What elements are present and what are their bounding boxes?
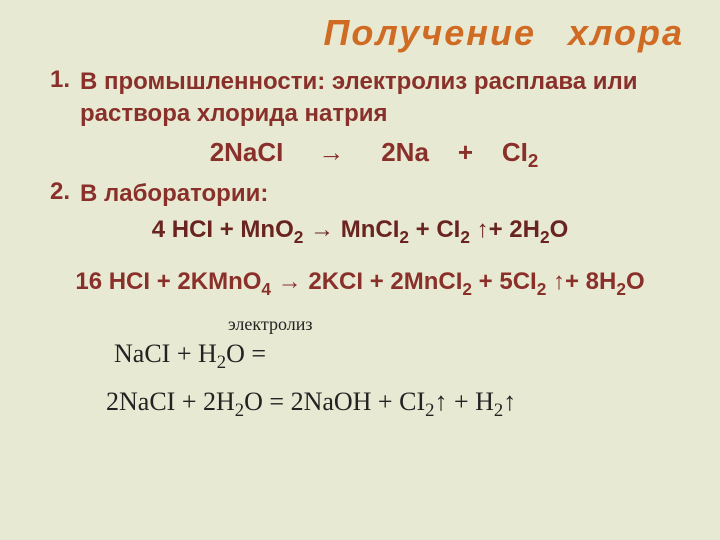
- eq5-d: ↑: [503, 387, 516, 416]
- eq1-prod2: CI2: [502, 137, 538, 167]
- eq3-s3: 2: [537, 279, 547, 299]
- eq5-b: O = 2NaOH + CI: [244, 387, 425, 416]
- list-item-2: 2. В лаборатории:: [46, 178, 702, 210]
- list-item-1-number: 1.: [46, 66, 80, 94]
- eq3-a: 16 HCI + 2KMnO: [75, 268, 261, 295]
- eq2-a: 4 HCI + MnO: [152, 216, 294, 243]
- equation-1: 2NaCI → 2Na + CI2: [46, 137, 702, 168]
- eq2-d: ↑+ 2H: [470, 216, 540, 243]
- equation-5: 2NaCI + 2H2O = 2NaOH + CI2↑ + H2↑: [106, 387, 702, 417]
- arrow-icon: →: [318, 137, 346, 167]
- eq4-a: NaCI + H: [114, 339, 217, 368]
- eq2-s3: 2: [460, 227, 470, 247]
- eq4-b: O =: [226, 339, 266, 368]
- eq3-b: → 2KCI + 2MnCI: [271, 268, 462, 295]
- list-item-2-number: 2.: [46, 178, 80, 206]
- equation-3: 16 HCI + 2KMnO4 → 2KCI + 2MnCI2 + 5CI2 ↑…: [18, 268, 702, 296]
- eq1-ci: CI: [502, 137, 528, 167]
- eq2-s2: 2: [399, 227, 409, 247]
- eq2-b: → MnCI: [303, 216, 399, 243]
- equation-2: 4 HCI + MnO2 → MnCI2 + CI2 ↑+ 2H2O: [18, 216, 702, 244]
- eq3-s2: 2: [462, 279, 472, 299]
- eq3-e: O: [626, 268, 645, 295]
- slide: Получение хлора 1. В промышленности: эле…: [0, 0, 720, 540]
- eq5-c: ↑ + H: [434, 387, 493, 416]
- eq1-arrow: →: [291, 137, 374, 167]
- list-item-2-text: В лаборатории:: [80, 178, 702, 210]
- eq2-s1: 2: [294, 227, 304, 247]
- eq5-s3: 2: [494, 400, 503, 421]
- plus-sign: +: [458, 137, 473, 167]
- eq5-a: 2NaCI + 2H: [106, 387, 235, 416]
- eq3-d: ↑+ 8H: [546, 268, 616, 295]
- eq2-s4: 2: [540, 227, 550, 247]
- equation-4: NaCI + H2O =: [114, 339, 702, 369]
- list-item-1-text: В промышленности: электролиз расплава ил…: [80, 66, 702, 131]
- eq2-c: + CI: [409, 216, 460, 243]
- eq2-e: O: [550, 216, 569, 243]
- eq1-prod1: 2Na: [381, 137, 429, 167]
- eq1-lhs: 2NaCI: [210, 137, 284, 167]
- eq1-plus: +: [436, 137, 495, 167]
- eq4-s1: 2: [217, 352, 226, 373]
- slide-title: Получение хлора: [18, 12, 702, 54]
- eq3-c: + 5CI: [472, 268, 537, 295]
- numbered-list: 1. В промышленности: электролиз расплава…: [18, 66, 702, 210]
- list-item-1: 1. В промышленности: электролиз расплава…: [46, 66, 702, 131]
- eq3-s1: 4: [261, 279, 271, 299]
- eq1-sub: 2: [528, 150, 538, 171]
- eq3-s4: 2: [616, 279, 626, 299]
- electrolysis-label: электролиз: [228, 314, 702, 335]
- eq5-s1: 2: [235, 400, 244, 421]
